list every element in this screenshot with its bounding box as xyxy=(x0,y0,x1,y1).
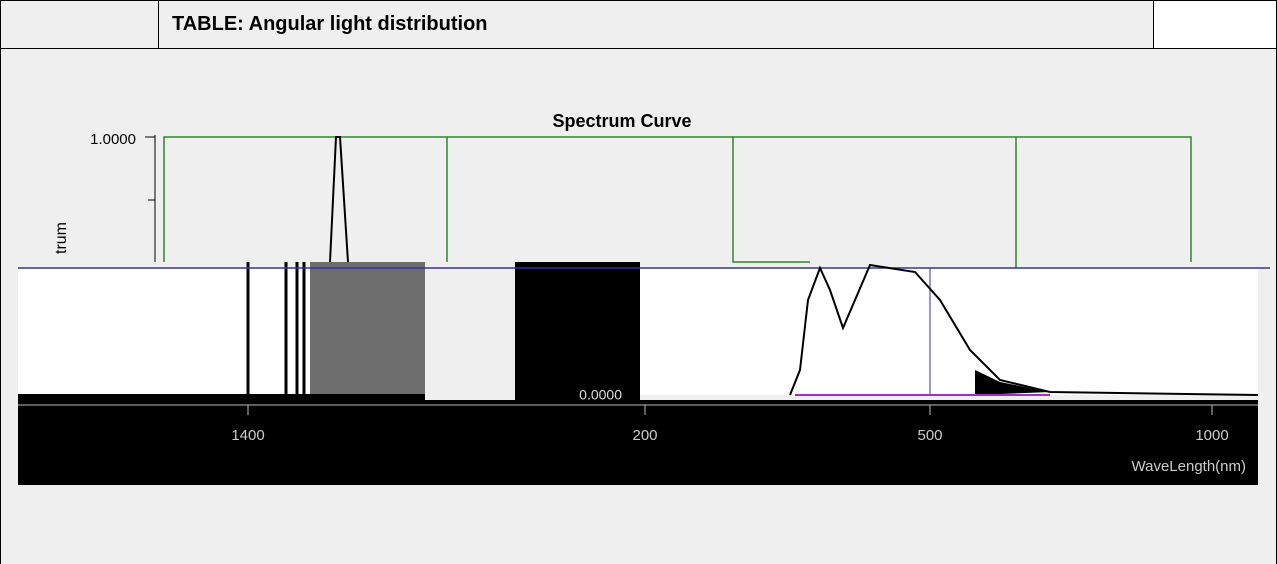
fill xyxy=(975,370,1050,395)
ticks xyxy=(18,404,1258,415)
chart-title: Spectrum Curve xyxy=(552,111,691,131)
x-tick-label: 200 xyxy=(632,427,657,444)
x-tick-label: 1400 xyxy=(231,427,264,444)
frame-lines xyxy=(163,136,1192,278)
bars xyxy=(246,262,306,395)
x-tick-label: 500 xyxy=(917,427,942,444)
y-axis-label: trum xyxy=(53,222,70,254)
black-block xyxy=(515,262,640,402)
gray-block xyxy=(310,262,425,395)
x-axis-label: WaveLength(nm) xyxy=(1132,458,1247,475)
y-tick-label: 1.0000 xyxy=(90,131,136,148)
header-cell xyxy=(0,0,159,49)
peak xyxy=(329,136,349,263)
axis-band xyxy=(18,400,1258,485)
axis-band xyxy=(18,394,425,402)
header-cell xyxy=(158,0,1154,49)
table-title: TABLE: Angular light distribution xyxy=(172,13,488,35)
white-area xyxy=(640,268,1258,395)
x-tick-label: 1000 xyxy=(1195,427,1228,444)
spectrum-curve xyxy=(789,263,1259,396)
y-tick-label: 0.0000 xyxy=(579,387,622,403)
